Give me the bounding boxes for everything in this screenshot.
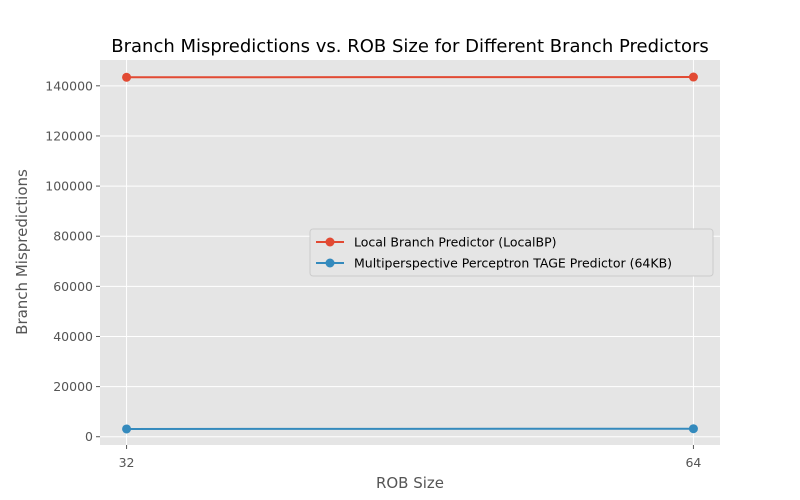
x-axis-label: ROB Size [376,474,444,492]
legend-label: Local Branch Predictor (LocalBP) [354,235,557,250]
series-group [122,72,698,434]
data-point-0 [688,72,698,82]
y-tick-label: 40000 [53,329,93,344]
legend: Local Branch Predictor (LocalBP) Multiper… [309,228,714,277]
legend-swatch-marker [325,237,335,247]
legend-swatch-marker [325,258,335,268]
y-axis-label: Branch Mispredictions [13,169,31,335]
y-tick-label: 140000 [45,78,93,93]
data-point-0 [122,72,132,82]
y-tick-label: 0 [85,429,93,444]
y-tick-label: 100000 [45,179,93,194]
y-tick-label: 120000 [45,128,93,143]
y-tick-label: 60000 [53,279,93,294]
x-tick-label: 32 [119,455,135,470]
axis-ticks: 0 20000 40000 60000 80000 100000 120000 140000 3… [45,78,701,470]
x-tick-label: 64 [685,455,701,470]
legend-label: Multiperspective Perceptron TAGE Predict… [354,256,672,271]
data-point-1 [688,424,698,434]
y-tick-label: 20000 [53,379,93,394]
data-point-1 [122,424,132,434]
y-tick-label: 80000 [53,229,93,244]
chart-title: Branch Mispredictions vs. ROB Size for D… [111,36,709,57]
legend-box [309,228,714,277]
